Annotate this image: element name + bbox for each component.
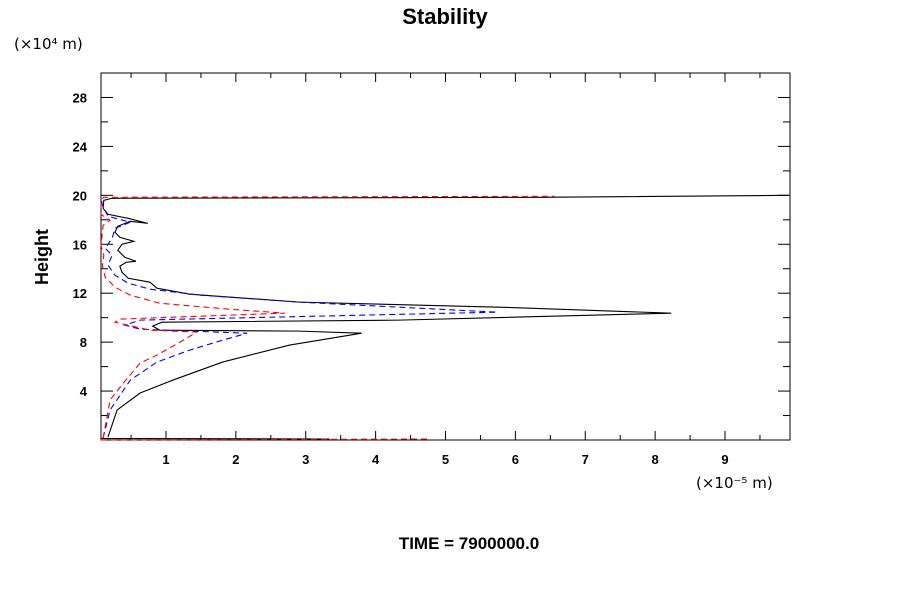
x-tick-label: 6 <box>512 452 519 467</box>
x-unit-label: (×10⁻⁵ m) <box>696 474 773 492</box>
y-tick-label: 8 <box>80 335 87 350</box>
x-tick-label: 5 <box>442 452 449 467</box>
x-tick-label: 2 <box>232 452 239 467</box>
series-line-blue-dashed <box>100 198 498 439</box>
series-line-black-solid <box>102 194 789 438</box>
y-tick-label: 20 <box>73 188 87 203</box>
series-line-red-dashed <box>100 195 555 439</box>
y-tick-label: 12 <box>73 286 87 301</box>
time-label: TIME = 7900000.0 <box>399 534 539 553</box>
y-tick-label: 16 <box>73 237 87 252</box>
chart-title: Stability <box>402 4 488 29</box>
x-tick-label: 8 <box>652 452 659 467</box>
series-line-red-dashed <box>100 438 430 441</box>
x-tick-label: 1 <box>162 452 169 467</box>
x-tick-label: 9 <box>721 452 728 467</box>
x-tick-label: 3 <box>302 452 309 467</box>
y-tick-label: 4 <box>80 384 88 399</box>
y-unit-label: (×10⁴ m) <box>14 35 83 53</box>
x-tick-label: 7 <box>582 452 589 467</box>
y-tick-label: 24 <box>73 139 88 154</box>
y-axis-label: Height <box>32 229 52 285</box>
y-tick-label: 28 <box>73 90 87 105</box>
plot-frame <box>100 72 791 441</box>
x-tick-label: 4 <box>372 452 380 467</box>
